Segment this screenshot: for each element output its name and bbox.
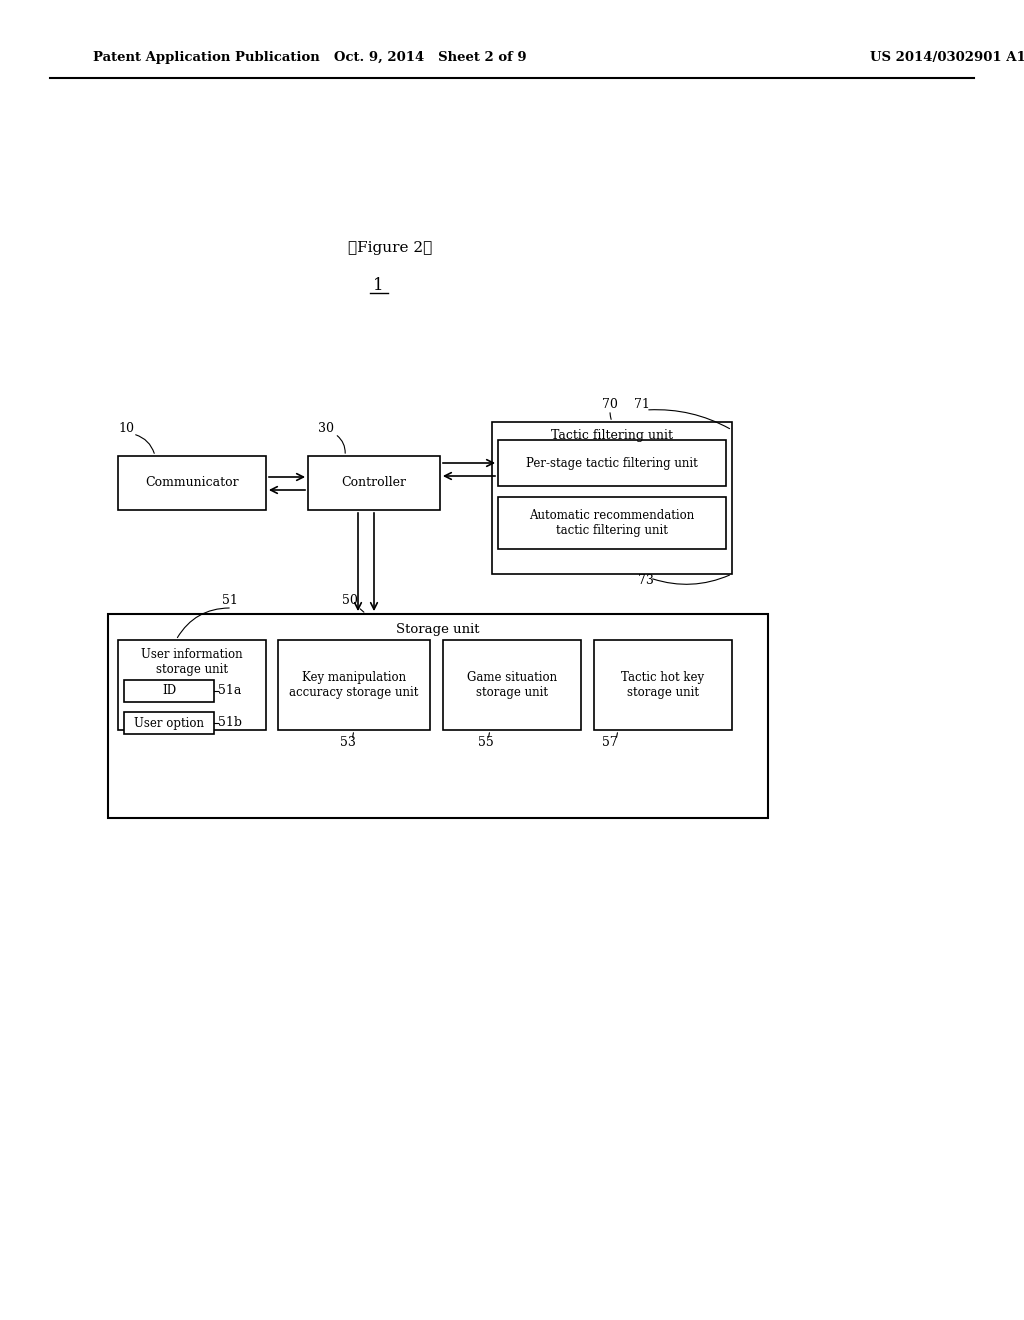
Text: Communicator: Communicator (145, 477, 239, 490)
Text: 73: 73 (638, 573, 654, 586)
Bar (118, 640, 266, 730)
Bar (594, 640, 732, 730)
Bar (492, 422, 732, 574)
Text: Game situation
storage unit: Game situation storage unit (467, 671, 557, 700)
Bar (498, 440, 726, 486)
Text: Tactic hot key
storage unit: Tactic hot key storage unit (622, 671, 705, 700)
Bar (498, 498, 726, 549)
Text: 1: 1 (373, 276, 383, 293)
Bar (443, 640, 581, 730)
Text: 53: 53 (340, 735, 356, 748)
Text: 70: 70 (602, 399, 617, 412)
Text: ID: ID (162, 685, 176, 697)
Text: 【Figure 2】: 【Figure 2】 (348, 242, 432, 255)
Bar (308, 455, 440, 510)
Text: 55: 55 (478, 735, 494, 748)
Text: Tactic filtering unit: Tactic filtering unit (551, 429, 673, 442)
Text: 71: 71 (634, 399, 650, 412)
Bar (124, 711, 214, 734)
Text: 57: 57 (602, 735, 617, 748)
Bar (118, 455, 266, 510)
Text: Key manipulation
accuracy storage unit: Key manipulation accuracy storage unit (290, 671, 419, 700)
Text: User option: User option (134, 717, 204, 730)
Text: 51: 51 (222, 594, 238, 606)
Text: 50: 50 (342, 594, 357, 606)
Text: Controller: Controller (341, 477, 407, 490)
Text: Storage unit: Storage unit (396, 623, 480, 636)
Bar (278, 640, 430, 730)
Text: 51a: 51a (218, 685, 242, 697)
Text: Automatic recommendation
tactic filtering unit: Automatic recommendation tactic filterin… (529, 510, 694, 537)
Text: 51b: 51b (218, 717, 242, 730)
Text: Patent Application Publication: Patent Application Publication (93, 50, 319, 63)
Text: US 2014/0302901 A1: US 2014/0302901 A1 (870, 50, 1024, 63)
Bar (108, 614, 768, 818)
Text: Per-stage tactic filtering unit: Per-stage tactic filtering unit (526, 457, 698, 470)
Text: 10: 10 (118, 421, 134, 434)
Text: 30: 30 (318, 421, 334, 434)
Text: User information
storage unit: User information storage unit (141, 648, 243, 676)
Bar (124, 680, 214, 702)
Text: Oct. 9, 2014   Sheet 2 of 9: Oct. 9, 2014 Sheet 2 of 9 (334, 50, 526, 63)
